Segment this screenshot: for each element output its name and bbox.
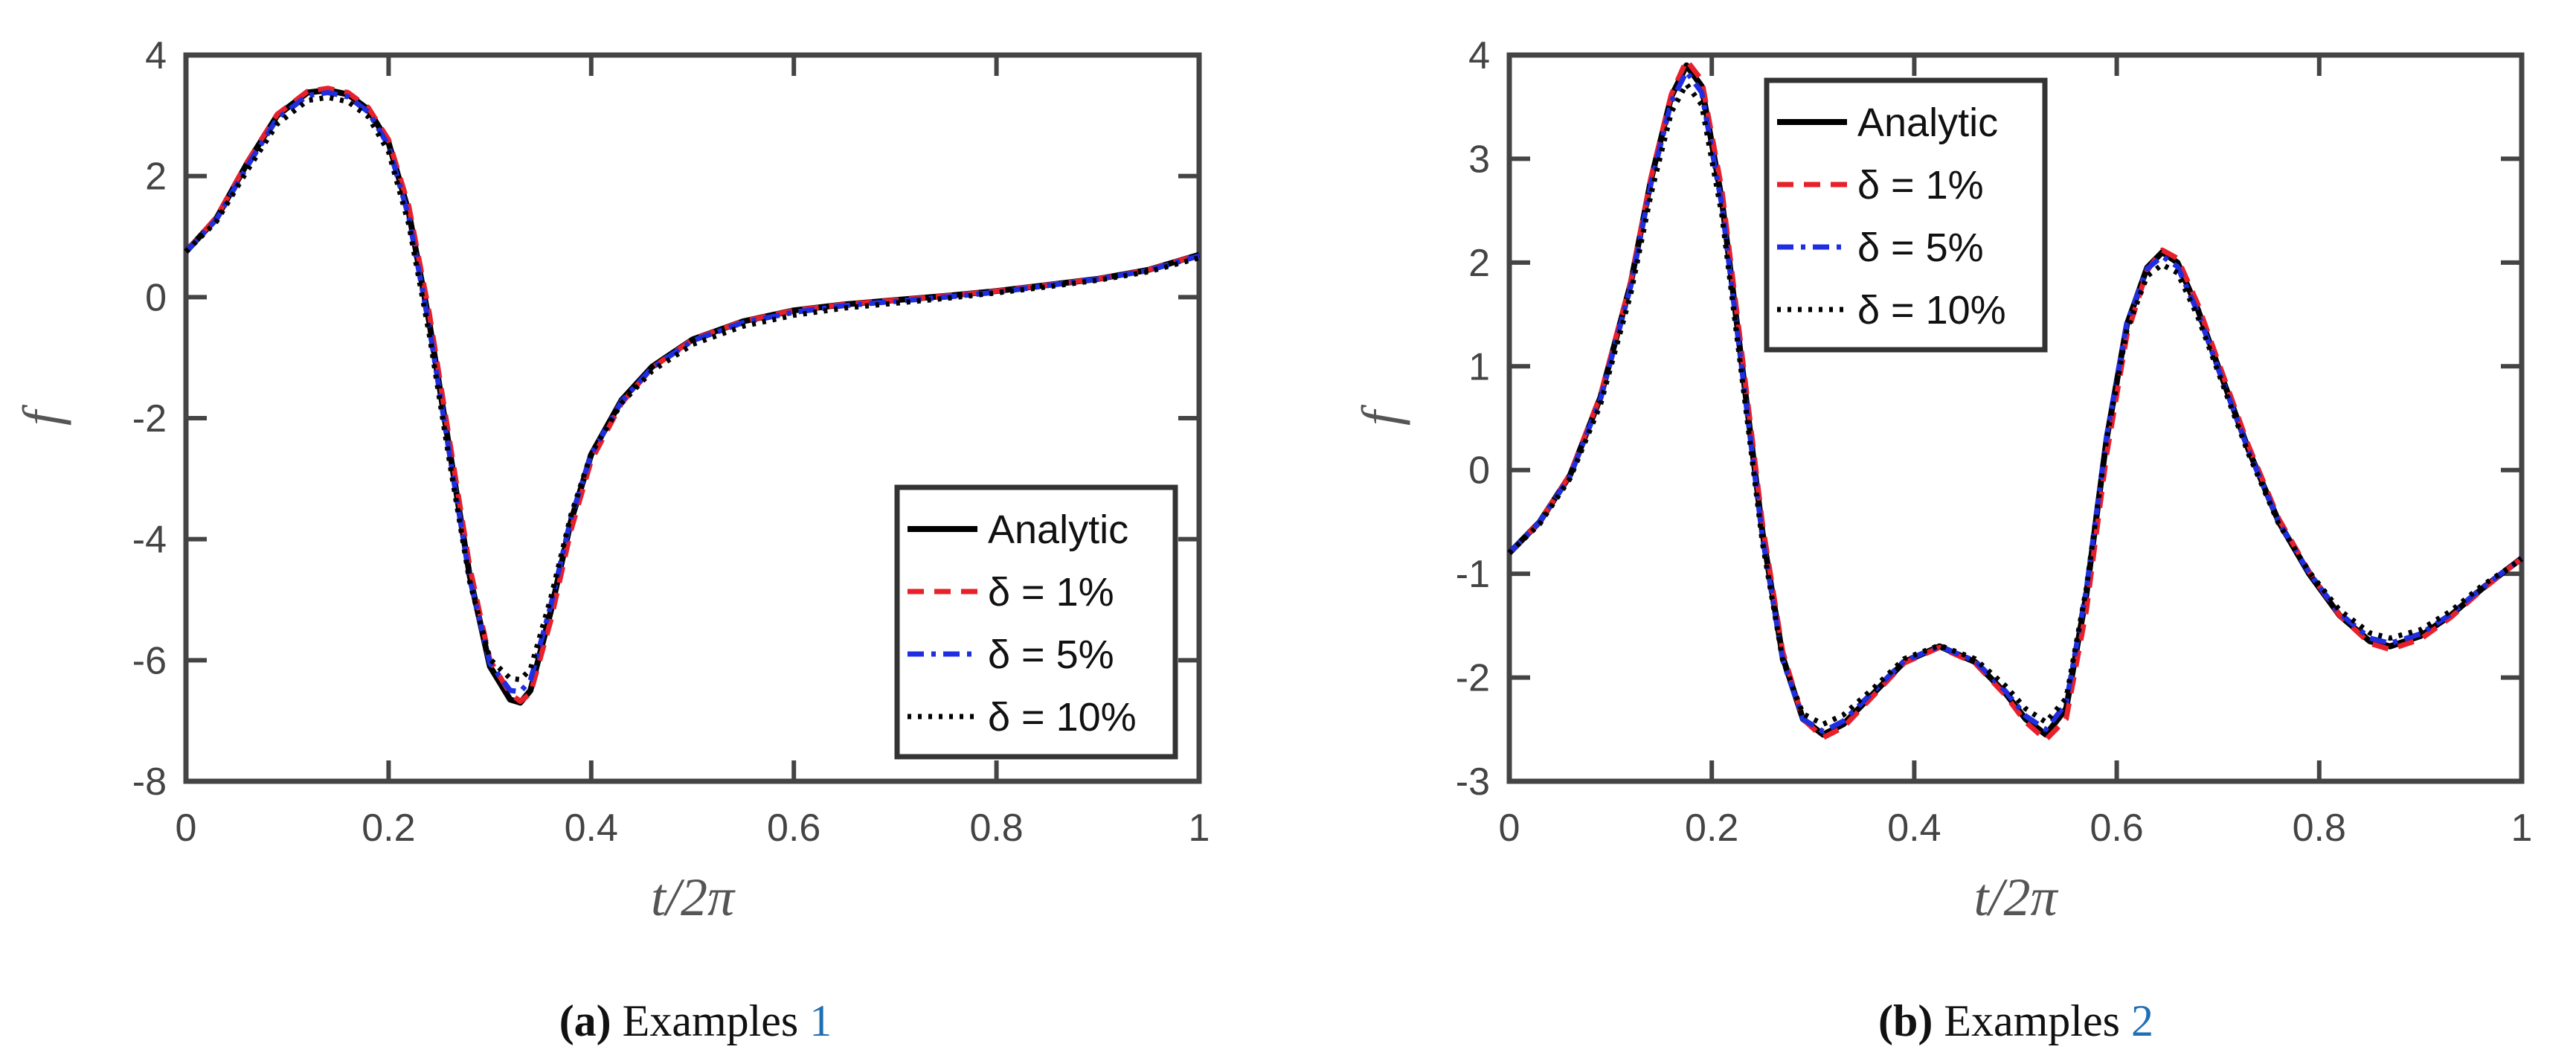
- caption-label: (a): [559, 996, 611, 1045]
- legend-label-1: Analytic: [988, 507, 1128, 552]
- y-tick-label: 2: [145, 156, 167, 199]
- y-axis-label: f: [12, 404, 71, 426]
- caption-text: Examples: [623, 996, 799, 1045]
- series-line-2: [1507, 57, 2524, 743]
- y-tick-label: -2: [132, 397, 167, 440]
- panel-caption: (b) Examples 2: [1878, 996, 2153, 1045]
- series-line-3: [1507, 68, 2524, 734]
- x-tick-label: 0.6: [767, 807, 820, 850]
- x-tick-label: 0.8: [969, 807, 1023, 850]
- caption-space: [611, 996, 623, 1045]
- series-line-4: [184, 94, 1200, 682]
- legend-label-2: δ = 1%: [1857, 163, 1984, 208]
- axes-frame: [1506, 52, 2525, 784]
- y-tick-label: 0: [145, 276, 167, 319]
- x-tick-label: 0.2: [1685, 807, 1738, 850]
- legend-label-4: δ = 10%: [988, 695, 1137, 740]
- x-axis-label: t/2π: [651, 868, 736, 927]
- x-tick-label: 0.6: [2090, 807, 2143, 850]
- x-tick-label: 1: [1189, 807, 1210, 850]
- y-tick-label: 1: [1468, 345, 1490, 388]
- legend-box: [1764, 77, 2048, 353]
- caption-text: Examples: [1944, 996, 2120, 1045]
- legend: Analytic δ = 1% δ = 5% δ = 10%: [1764, 77, 2048, 353]
- legend-label-2: δ = 1%: [988, 570, 1114, 615]
- legend-label-3: δ = 5%: [1857, 225, 1984, 270]
- x-tick-label: 0.4: [565, 807, 618, 850]
- y-tick-label: 4: [1468, 34, 1490, 77]
- panel-b-examples-2: 0 0.2 0.4 0.6 0.8 1 -3 -2 -1 0 1 2 3 4 t/2π f Analytic δ …: [1351, 34, 2532, 1045]
- y-tick-label: -1: [1456, 553, 1490, 596]
- y-tick-label: -6: [132, 639, 167, 682]
- legend-label-1: Analytic: [1857, 100, 1998, 145]
- legend-label-3: δ = 5%: [988, 632, 1114, 677]
- x-tick-label: 0.2: [362, 807, 415, 850]
- x-tick-label: 0: [1499, 807, 1520, 850]
- y-tick-label: 2: [1468, 242, 1490, 285]
- caption-ref-link[interactable]: 2: [2131, 996, 2153, 1045]
- y-tick-label: 0: [1468, 449, 1490, 493]
- caption-space: [2120, 996, 2131, 1045]
- legend-label-4: δ = 10%: [1857, 288, 2006, 333]
- x-tick-label: 0.8: [2293, 807, 2346, 850]
- y-tick-label: 4: [145, 34, 167, 77]
- x-tick-label: 0: [176, 807, 197, 850]
- caption-ref-link[interactable]: 1: [809, 996, 832, 1045]
- y-tick-label: -4: [132, 519, 167, 562]
- legend-box: [894, 484, 1178, 760]
- y-tick-label: -8: [132, 760, 167, 804]
- x-axis-label: t/2π: [1973, 868, 2058, 927]
- caption-space: [798, 996, 809, 1045]
- x-tick-label: 0.4: [1887, 807, 1941, 850]
- legend: Analytic δ = 1% δ = 5% δ = 10%: [894, 484, 1178, 760]
- panel-a-examples-1: 0 0.2 0.4 0.6 0.8 1 -8 -6 -4 -2 0 2 4 t/2π f Analytic δ …: [12, 34, 1210, 1045]
- y-tick-label: 3: [1468, 138, 1490, 181]
- y-axis-label: f: [1351, 404, 1410, 426]
- y-tick-label: -2: [1456, 657, 1490, 700]
- y-tick-label: -3: [1456, 760, 1490, 804]
- x-tick-label: 1: [2511, 807, 2533, 850]
- panel-caption: (a) Examples 1: [559, 996, 832, 1045]
- caption-space: [1933, 996, 1944, 1045]
- caption-label: (b): [1878, 996, 1933, 1045]
